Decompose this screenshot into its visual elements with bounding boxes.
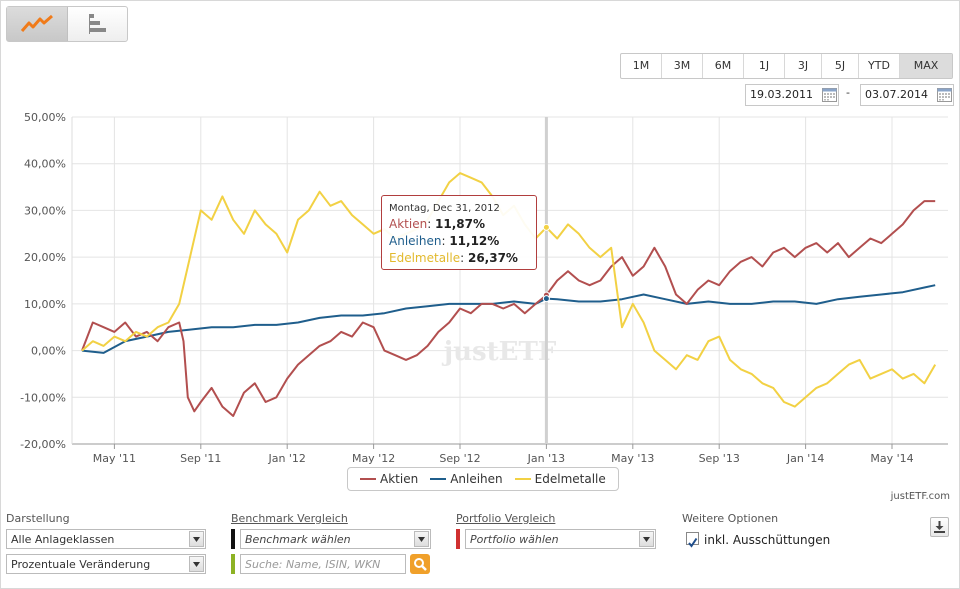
asset-class-value: Alle Anlageklassen	[11, 533, 115, 546]
legend-label: Aktien	[380, 472, 419, 486]
x-tick-label: May '14	[870, 452, 913, 465]
legend-item-anleihen[interactable]: Anleihen	[430, 472, 503, 486]
watermark-text: justETF	[442, 337, 557, 367]
search-placeholder: Suche: Name, ISIN, WKN	[245, 558, 381, 571]
x-tick-label: Sep '13	[699, 452, 740, 465]
tooltip-date: Montag, Dec 31, 2012	[389, 203, 500, 214]
y-tick-label: -20,00%	[20, 438, 66, 451]
legend-swatch	[514, 478, 531, 480]
y-tick-label: 50,00%	[24, 111, 66, 124]
range-button-6m[interactable]: 6M	[703, 54, 744, 78]
distributions-checkbox[interactable]	[686, 532, 699, 548]
display-mode-value: Prozentuale Veränderung	[11, 558, 151, 571]
calendar-icon[interactable]	[822, 87, 837, 102]
x-tick-label: Jan '12	[267, 452, 305, 465]
series-line-anleihen	[81, 284, 936, 354]
y-tick-label: 20,00%	[24, 251, 66, 264]
date-to-value: 03.07.2014	[865, 88, 928, 101]
search-icon	[414, 558, 427, 571]
legend-item-edelmetalle[interactable]: Edelmetalle	[514, 472, 606, 486]
tooltip-value: 26,37%	[467, 251, 518, 265]
time-range-selector: 1M 3M 6M 1J 3J 5J YTD MAX	[620, 53, 953, 79]
darstellung-label: Darstellung	[6, 512, 70, 525]
distributions-label: inkl. Ausschüttungen	[704, 533, 831, 547]
y-tick-label: 0,00%	[31, 345, 66, 358]
portfolio-value: Portfolio wählen	[470, 533, 559, 546]
benchmark-color-bar	[231, 529, 235, 549]
tooltip-value: 11,87%	[435, 217, 486, 231]
display-mode-select[interactable]: Prozentuale Veränderung	[6, 554, 206, 574]
x-tick-label: Sep '12	[439, 452, 480, 465]
benchmark-value: Benchmark wählen	[245, 533, 351, 546]
tooltip-row-aktien: Aktien: 11,87%	[389, 217, 486, 231]
checkmark-icon	[688, 537, 698, 548]
tooltip-value: 11,12%	[449, 234, 500, 248]
legend-label: Edelmetalle	[534, 472, 606, 486]
download-icon	[934, 521, 945, 533]
legend-swatch	[430, 478, 447, 480]
date-separator: -	[846, 86, 850, 99]
line-chart-view-button[interactable]	[7, 7, 68, 41]
tooltip-row-edelmetalle: Edelmetalle: 26,37%	[389, 251, 518, 265]
range-button-ytd[interactable]: YTD	[859, 54, 900, 78]
chart-legend: Aktien Anleihen Edelmetalle	[347, 467, 619, 491]
portfolio-select[interactable]: Portfolio wählen	[465, 529, 656, 549]
chart-view-toggle	[6, 6, 128, 42]
chevron-down-icon	[189, 531, 204, 547]
x-tick-label: Jan '14	[786, 452, 824, 465]
crosshair-marker	[542, 223, 550, 231]
download-button[interactable]	[930, 517, 949, 537]
x-tick-label: May '12	[352, 452, 395, 465]
legend-swatch	[360, 478, 376, 480]
y-tick-label: 30,00%	[24, 204, 66, 217]
range-button-1j[interactable]: 1J	[744, 54, 785, 78]
search-input[interactable]: Suche: Name, ISIN, WKN	[240, 554, 406, 574]
line-chart-icon	[20, 14, 53, 32]
range-button-3m[interactable]: 3M	[662, 54, 703, 78]
range-button-max[interactable]: MAX	[900, 54, 952, 78]
calendar-icon[interactable]	[937, 87, 952, 102]
portfolio-label: Portfolio Vergleich	[456, 512, 556, 525]
tooltip-label: Edelmetalle	[389, 251, 461, 265]
bar-chart-icon	[89, 14, 107, 34]
tooltip-label: Aktien	[389, 217, 428, 231]
y-tick-label: -10,00%	[20, 391, 66, 404]
y-tick-label: 40,00%	[24, 158, 66, 171]
date-to-input[interactable]: 03.07.2014	[860, 84, 954, 106]
options-label: Weitere Optionen	[682, 512, 779, 525]
search-button[interactable]	[410, 554, 430, 574]
range-button-1m[interactable]: 1M	[621, 54, 662, 78]
benchmark-label: Benchmark Vergleich	[231, 512, 348, 525]
performance-chart[interactable]: -20,00% -10,00% 0,00% 10,00% 20,00% 30,00% 40,…	[0, 108, 960, 468]
range-button-5j[interactable]: 5J	[822, 54, 859, 78]
chevron-down-icon	[414, 531, 429, 547]
benchmark-select[interactable]: Benchmark wählen	[240, 529, 431, 549]
chart-tooltip: Montag, Dec 31, 2012 Aktien: 11,87% Anle…	[381, 195, 537, 270]
portfolio-color-bar	[456, 529, 460, 549]
chevron-down-icon	[639, 531, 654, 547]
x-tick-label: May '13	[611, 452, 654, 465]
series-line-aktien	[81, 200, 936, 417]
chevron-down-icon	[189, 556, 204, 572]
crosshair-marker	[542, 295, 550, 303]
search-color-bar	[231, 554, 235, 574]
tooltip-row-anleihen: Anleihen: 11,12%	[389, 234, 500, 248]
date-from-value: 19.03.2011	[750, 88, 813, 101]
asset-class-select[interactable]: Alle Anlageklassen	[6, 529, 206, 549]
tooltip-label: Anleihen	[389, 234, 442, 248]
bar-chart-view-button[interactable]	[68, 7, 128, 41]
x-tick-label: May '11	[93, 452, 136, 465]
date-from-input[interactable]: 19.03.2011	[745, 84, 839, 106]
range-button-3j[interactable]: 3J	[785, 54, 822, 78]
x-tick-label: Jan '13	[527, 452, 565, 465]
legend-label: Anleihen	[450, 472, 503, 486]
source-credit[interactable]: justETF.com	[890, 491, 950, 502]
y-tick-label: 10,00%	[24, 298, 66, 311]
legend-item-aktien[interactable]: Aktien	[360, 472, 418, 486]
x-tick-label: Sep '11	[180, 452, 221, 465]
